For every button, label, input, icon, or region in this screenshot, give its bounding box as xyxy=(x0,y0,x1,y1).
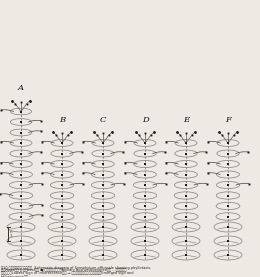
Text: E: E xyxy=(183,116,189,124)
Text: 図1． 葉序と花序軸の模式図．  Schematic diagram of Symphytum officinale showing phyllotaxis.: 図1． 葉序と花序軸の模式図． Schematic diagram of Sym… xyxy=(1,265,151,270)
Text: A: A xyxy=(18,84,24,93)
Text: B: B xyxy=(59,116,65,124)
Text: F: F xyxy=(225,116,231,124)
Text: inflorescence）．: inflorescence）． xyxy=(1,274,29,277)
Text: n: n xyxy=(10,230,13,234)
Text: 1: 1 xyxy=(10,234,12,238)
Text: 節（Node）． ～ 葉（Leaf）． ■ 脹芽（未発達）（Axillary bud undeveloped）． …花序軸（茎: 節（Node）． ～ 葉（Leaf）． ■ 脹芽（未発達）（Axillary b… xyxy=(1,268,126,272)
Text: に融合）（Lowest sign of inflorescence）． → 花序軸（茎から分離）と花序（Emerged sign and: に融合）（Lowest sign of inflorescence）． → 花序… xyxy=(1,271,133,275)
Text: C: C xyxy=(100,116,106,124)
Text: D: D xyxy=(142,116,148,124)
